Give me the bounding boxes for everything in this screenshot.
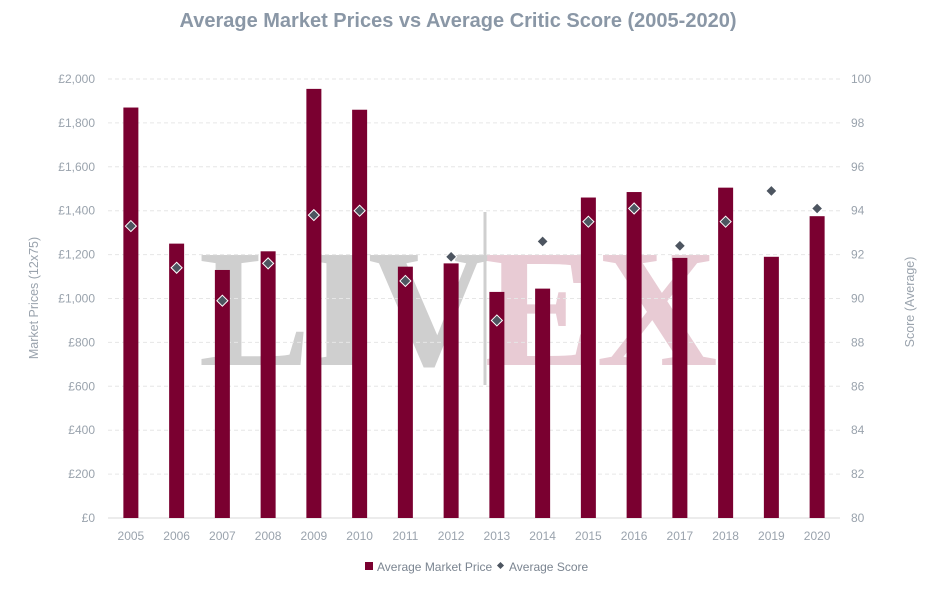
left-tick-label: £1,000 bbox=[58, 292, 95, 306]
price-bars bbox=[123, 88, 825, 519]
right-tick-label: 88 bbox=[851, 335, 865, 349]
price-bar bbox=[489, 291, 505, 518]
price-bar bbox=[169, 243, 185, 518]
left-tick-label: £1,800 bbox=[58, 116, 95, 130]
x-tick-label: 2013 bbox=[484, 529, 511, 543]
x-tick-label: 2020 bbox=[804, 529, 831, 543]
x-tick-label: 2008 bbox=[255, 529, 282, 543]
score-marker bbox=[536, 235, 549, 248]
price-bar bbox=[260, 251, 276, 518]
right-tick-label: 86 bbox=[851, 379, 865, 393]
x-tick-label: 2019 bbox=[758, 529, 785, 543]
price-bar bbox=[443, 263, 459, 518]
x-tick-label: 2007 bbox=[209, 529, 236, 543]
score-marker bbox=[719, 215, 732, 228]
right-tick-label: 100 bbox=[851, 72, 871, 86]
legend-score-marker-icon bbox=[496, 561, 505, 570]
x-tick-label: 2017 bbox=[667, 529, 694, 543]
score-marker bbox=[490, 314, 504, 327]
left-axis-ticks: £0 £200 £400 £600 £800 £1,000 £1,200 £1,400 £1,6… bbox=[58, 72, 95, 525]
x-tick-label: 2006 bbox=[163, 529, 190, 543]
watermark-liv-text: LIV bbox=[199, 216, 488, 402]
score-marker bbox=[307, 208, 321, 222]
score-marker bbox=[399, 274, 412, 288]
gridlines bbox=[108, 78, 840, 519]
score-marker bbox=[765, 184, 778, 198]
x-axis-ticks: 2005 2006 2007 2008 2009 2010 2011 2012 2013 2014… bbox=[118, 529, 831, 543]
x-tick-label: 2016 bbox=[621, 529, 648, 543]
score-marker bbox=[444, 250, 458, 264]
left-tick-label: £0 bbox=[82, 511, 96, 525]
right-tick-label: 84 bbox=[851, 423, 865, 437]
left-axis-label: Market Prices (12x75) bbox=[27, 237, 41, 359]
legend-score-label: Average Score bbox=[509, 560, 588, 574]
score-marker bbox=[627, 202, 641, 215]
price-bar bbox=[672, 257, 688, 518]
score-marker bbox=[261, 257, 275, 270]
left-tick-label: £800 bbox=[68, 335, 95, 349]
price-bar bbox=[352, 109, 368, 518]
left-tick-label: £1,200 bbox=[58, 248, 95, 262]
price-bar bbox=[535, 288, 551, 518]
right-axis-ticks: 80 82 84 86 88 90 92 94 96 98 100 bbox=[851, 72, 871, 525]
x-tick-label: 2012 bbox=[438, 529, 465, 543]
right-tick-label: 92 bbox=[851, 248, 865, 262]
right-tick-label: 98 bbox=[851, 116, 865, 130]
left-tick-label: £1,400 bbox=[58, 204, 95, 218]
price-bar bbox=[763, 256, 779, 518]
score-marker bbox=[673, 239, 687, 253]
left-tick-label: £2,000 bbox=[58, 72, 95, 86]
left-tick-label: £200 bbox=[68, 467, 95, 481]
price-bar bbox=[214, 269, 230, 518]
left-tick-label: £1,600 bbox=[58, 160, 95, 174]
x-tick-label: 2009 bbox=[301, 529, 328, 543]
x-tick-label: 2014 bbox=[529, 529, 556, 543]
right-tick-label: 90 bbox=[851, 292, 865, 306]
x-tick-label: 2005 bbox=[118, 529, 145, 543]
price-bar bbox=[397, 266, 413, 518]
left-tick-label: £400 bbox=[68, 423, 95, 437]
chart-title: Average Market Prices vs Average Critic … bbox=[180, 10, 737, 32]
x-tick-label: 2015 bbox=[575, 529, 602, 543]
price-bar bbox=[580, 197, 596, 518]
legend-price-label: Average Market Price bbox=[377, 560, 492, 574]
right-tick-label: 80 bbox=[851, 511, 865, 525]
right-tick-label: 94 bbox=[851, 204, 865, 218]
left-tick-label: £600 bbox=[68, 379, 95, 393]
price-bar bbox=[626, 192, 642, 519]
legend-price-swatch bbox=[365, 562, 373, 570]
price-bar bbox=[809, 216, 825, 518]
score-marker bbox=[216, 294, 229, 307]
x-tick-label: 2011 bbox=[392, 529, 418, 543]
score-marker bbox=[170, 261, 183, 274]
right-axis-label: Score (Average) bbox=[903, 257, 917, 348]
score-marker bbox=[582, 215, 595, 228]
right-tick-label: 96 bbox=[851, 160, 865, 174]
price-bar bbox=[718, 187, 734, 518]
price-bar bbox=[123, 107, 139, 518]
score-marker bbox=[124, 219, 138, 233]
score-marker bbox=[353, 204, 366, 217]
legend: Average Market Price Average Score bbox=[365, 560, 588, 574]
score-marker bbox=[810, 202, 824, 215]
price-bar bbox=[306, 88, 322, 518]
x-tick-label: 2018 bbox=[712, 529, 739, 543]
x-tick-label: 2010 bbox=[346, 529, 373, 543]
score-markers bbox=[124, 184, 824, 327]
right-tick-label: 82 bbox=[851, 467, 865, 481]
